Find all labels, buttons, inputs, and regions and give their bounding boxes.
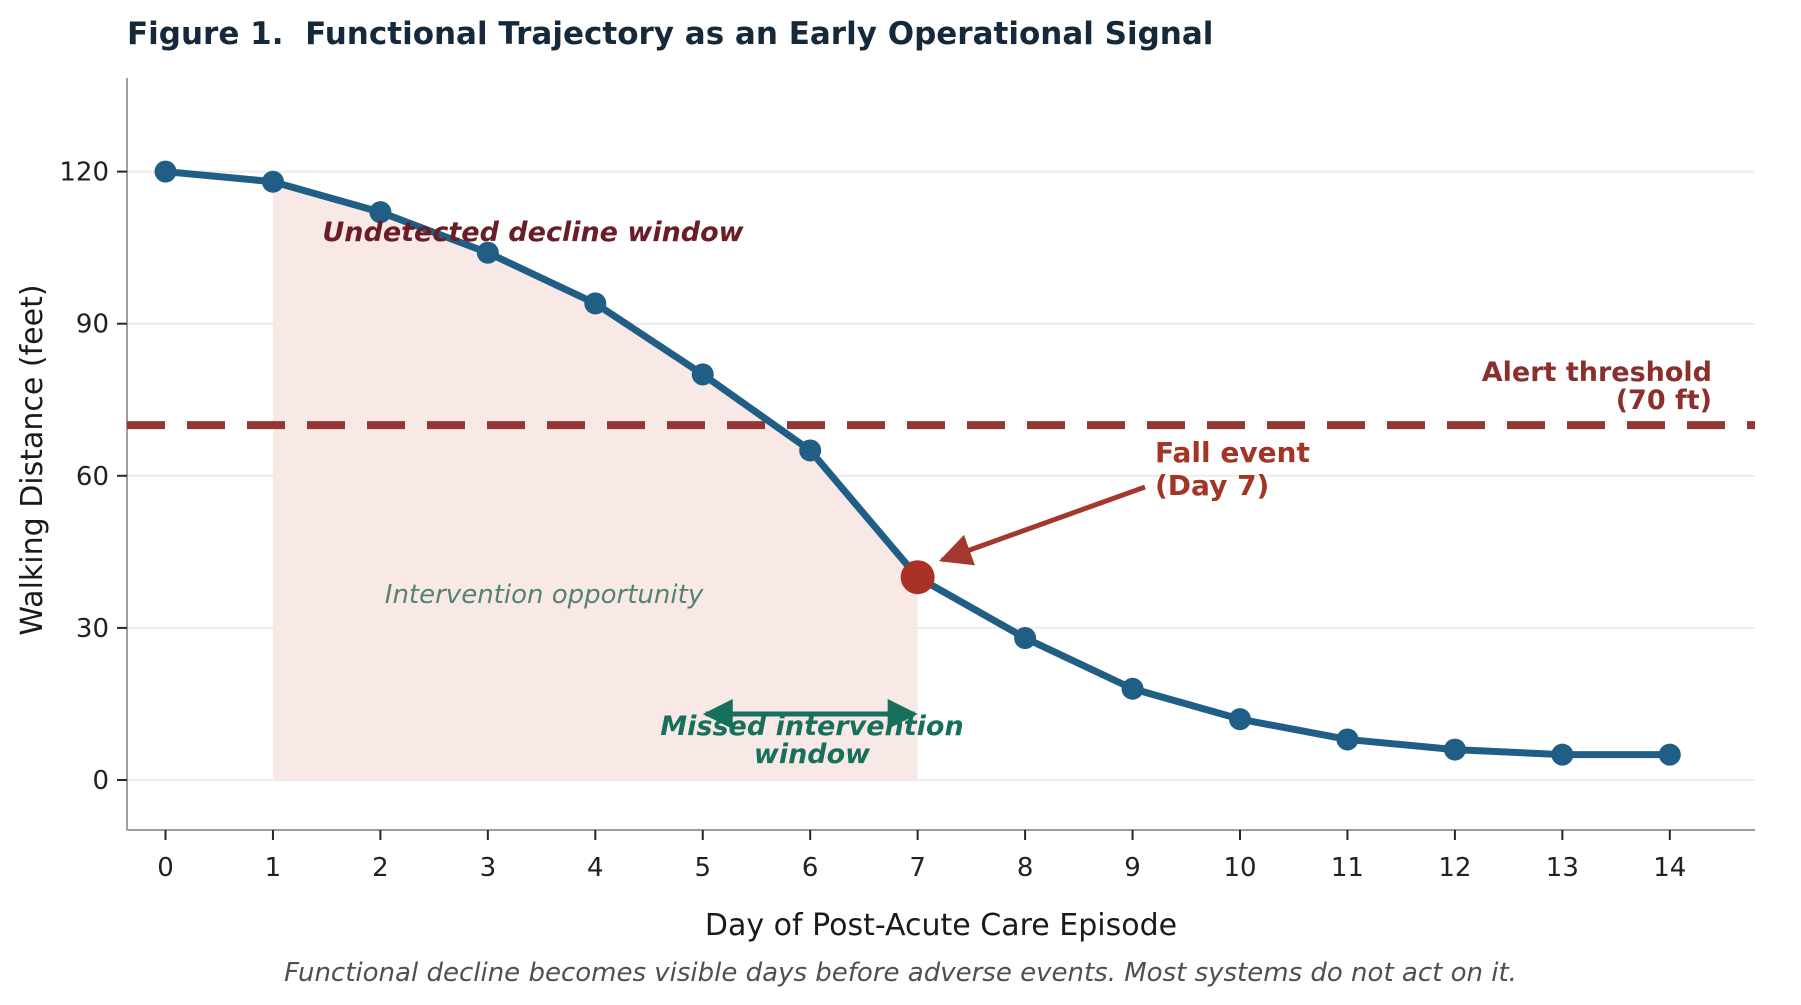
data-point	[1014, 627, 1037, 650]
fall-event-point	[900, 560, 935, 595]
x-tick-label: 6	[802, 853, 819, 883]
x-tick-label: 3	[480, 853, 497, 883]
data-point	[1336, 728, 1359, 751]
x-tick-label: 10	[1223, 853, 1256, 883]
data-point	[1551, 743, 1574, 766]
x-tick-label: 9	[1124, 853, 1141, 883]
missed-window-label: Missed intervention	[660, 711, 963, 742]
figure-caption: Functional decline becomes visible days …	[284, 958, 1517, 988]
x-tick-label: 13	[1546, 853, 1579, 883]
fall-event-label: (Day 7)	[1155, 469, 1269, 502]
alert-threshold-label: (70 ft)	[1616, 385, 1712, 416]
y-axis-label: Walking Distance (feet)	[15, 284, 50, 636]
x-tick-label: 1	[265, 853, 282, 883]
fall-event-arrow	[938, 484, 1146, 566]
figure-title: Figure 1. Functional Trajectory as an Ea…	[127, 16, 1214, 52]
intervention-region	[272, 181, 918, 781]
intervention-opportunity-label: Intervention opportunity	[385, 580, 704, 610]
x-axis-label: Day of Post-Acute Care Episode	[704, 908, 1178, 943]
data-point	[584, 292, 607, 315]
data-point	[154, 160, 177, 183]
x-tick-label: 12	[1438, 853, 1471, 883]
data-point	[1658, 743, 1681, 766]
y-tick-label: 120	[59, 158, 109, 188]
x-tick-label: 8	[1017, 853, 1034, 883]
data-point	[1443, 738, 1466, 761]
x-tick-label: 2	[372, 853, 389, 883]
data-point	[369, 201, 392, 224]
data-point	[476, 241, 499, 264]
x-tick-label: 0	[157, 853, 174, 883]
x-tick-label: 11	[1331, 853, 1364, 883]
data-point	[261, 170, 284, 193]
y-tick-label: 60	[76, 462, 109, 492]
x-tick-label: 5	[694, 853, 711, 883]
y-tick-label: 90	[76, 310, 109, 340]
missed-window-label: window	[754, 739, 871, 770]
alert-threshold-label: Alert threshold	[1482, 357, 1712, 388]
x-tick-label: 7	[909, 853, 926, 883]
x-tick-label: 4	[587, 853, 604, 883]
data-point	[1121, 677, 1144, 700]
x-tick-label: 14	[1653, 853, 1686, 883]
data-point	[799, 439, 822, 462]
data-point	[1229, 708, 1251, 731]
data-point	[691, 363, 714, 386]
y-tick-label: 30	[76, 614, 109, 644]
fall-event-label: Fall event	[1155, 436, 1310, 469]
undetected-decline-label: Undetected decline window	[322, 217, 744, 248]
y-tick-label: 0	[92, 766, 109, 796]
